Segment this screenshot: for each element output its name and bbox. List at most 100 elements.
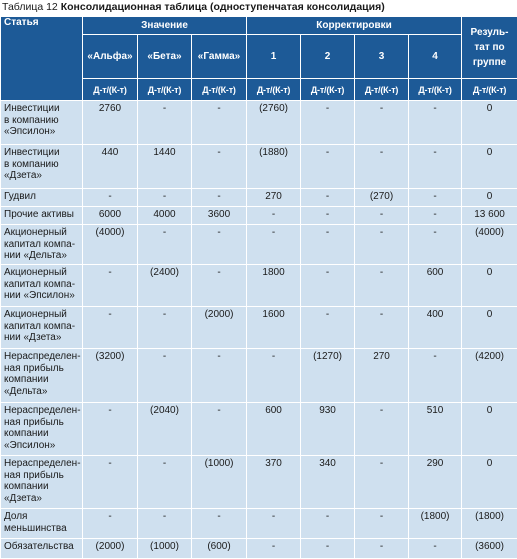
- header-dtk: Д-т/(К-т): [355, 79, 409, 101]
- cell-value: (2000): [192, 307, 247, 349]
- cell-value: (3200): [83, 349, 138, 403]
- cell-value: -: [355, 307, 409, 349]
- cell-value: -: [83, 509, 138, 539]
- cell-value: -: [355, 225, 409, 265]
- cell-value: (1000): [192, 456, 247, 509]
- cell-value: -: [355, 265, 409, 307]
- cell-value: -: [138, 307, 192, 349]
- row-label: Прочие активы: [1, 207, 83, 225]
- cell-value: 4000: [138, 207, 192, 225]
- cell-value: -: [409, 225, 462, 265]
- cell-value: (1270): [301, 349, 355, 403]
- cell-value: 0: [462, 456, 517, 509]
- cell-value: -: [301, 207, 355, 225]
- cell-value: -: [138, 456, 192, 509]
- cell-value: 400: [409, 307, 462, 349]
- cell-value: -: [355, 509, 409, 539]
- cell-value: 1440: [138, 145, 192, 189]
- cell-value: 1800: [247, 265, 301, 307]
- cell-value: -: [409, 145, 462, 189]
- cell-value: -: [138, 509, 192, 539]
- header-adj-1: 1: [247, 35, 301, 79]
- header-company-gamma: «Гамма»: [192, 35, 247, 79]
- cell-value: -: [138, 225, 192, 265]
- cell-value: 340: [301, 456, 355, 509]
- header-adj-3: 3: [355, 35, 409, 79]
- header-company-beta: «Бета»: [138, 35, 192, 79]
- header-korrektirovki: Корректировки: [247, 17, 462, 35]
- cell-value: (4000): [462, 225, 517, 265]
- cell-value: 1600: [247, 307, 301, 349]
- header-result: Резуль- тат по группе: [462, 17, 517, 79]
- cell-value: -: [83, 189, 138, 207]
- cell-value: -: [247, 349, 301, 403]
- cell-value: 6000: [83, 207, 138, 225]
- cell-value: 930: [301, 403, 355, 456]
- cell-value: 370: [247, 456, 301, 509]
- header-dtk: Д-т/(К-т): [83, 79, 138, 101]
- cell-value: (4200): [462, 349, 517, 403]
- header-adj-2: 2: [301, 35, 355, 79]
- cell-value: 270: [247, 189, 301, 207]
- cell-value: 0: [462, 101, 517, 145]
- cell-value: (4000): [83, 225, 138, 265]
- cell-value: -: [409, 101, 462, 145]
- table-row: Гудвил---270-(270)-0: [1, 189, 517, 207]
- cell-value: (1880): [247, 145, 301, 189]
- cell-value: 2760: [83, 101, 138, 145]
- cell-value: (1800): [462, 509, 517, 539]
- cell-value: -: [192, 349, 247, 403]
- cell-value: -: [138, 189, 192, 207]
- cell-value: -: [247, 225, 301, 265]
- cell-value: 3600: [192, 207, 247, 225]
- cell-value: -: [83, 307, 138, 349]
- cell-value: -: [301, 265, 355, 307]
- cell-value: -: [83, 403, 138, 456]
- cell-value: -: [355, 456, 409, 509]
- cell-value: -: [192, 145, 247, 189]
- cell-value: 510: [409, 403, 462, 456]
- header-znachenie: Значение: [83, 17, 247, 35]
- cell-value: -: [301, 189, 355, 207]
- header-dtk: Д-т/(К-т): [462, 79, 517, 101]
- cell-value: 270: [355, 349, 409, 403]
- cell-value: (2040): [138, 403, 192, 456]
- cell-value: -: [247, 207, 301, 225]
- cell-value: -: [355, 101, 409, 145]
- cell-value: (2400): [138, 265, 192, 307]
- cell-value: -: [83, 265, 138, 307]
- cell-value: -: [301, 225, 355, 265]
- cell-value: 0: [462, 307, 517, 349]
- cell-value: -: [138, 349, 192, 403]
- caption-title: Консолидационная таблица (одноступенчата…: [61, 1, 385, 13]
- cell-value: -: [192, 403, 247, 456]
- cell-value: -: [301, 307, 355, 349]
- cell-value: 13 600: [462, 207, 517, 225]
- header-company-alfa: «Альфа»: [83, 35, 138, 79]
- cell-value: (2760): [247, 101, 301, 145]
- cell-value: 290: [409, 456, 462, 509]
- header-adj-4: 4: [409, 35, 462, 79]
- cell-value: 440: [83, 145, 138, 189]
- cell-value: (270): [355, 189, 409, 207]
- cell-value: -: [301, 509, 355, 539]
- header-dtk: Д-т/(К-т): [138, 79, 192, 101]
- cell-value: 0: [462, 145, 517, 189]
- cell-value: -: [355, 403, 409, 456]
- cell-value: -: [355, 207, 409, 225]
